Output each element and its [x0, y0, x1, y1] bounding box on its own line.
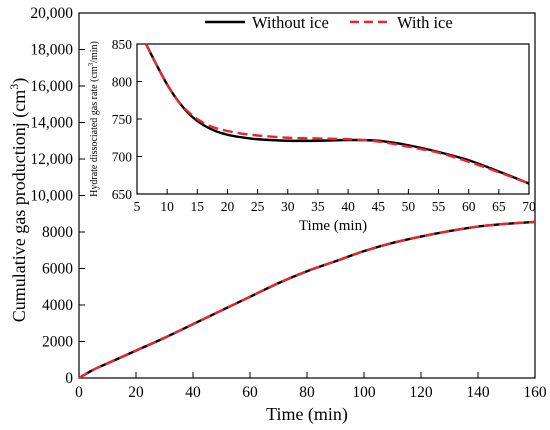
inset-x-axis-label: Time (min) — [299, 218, 367, 234]
inset-y-tick-label: 700 — [112, 150, 133, 165]
inset-x-tick-label: 65 — [492, 199, 506, 214]
main-series-with-ice — [78, 220, 536, 380]
main-y-axis-label-sup: 3 — [7, 84, 21, 90]
main-y-axis-label-close: ) — [9, 78, 30, 84]
inset-y-axis-label-sup: 3 — [87, 62, 95, 66]
main-x-tick-label: 160 — [523, 384, 547, 401]
main-x-tick-label: 100 — [352, 384, 376, 401]
legend-label-with-ice: With ice — [397, 13, 453, 32]
inset-series — [144, 43, 530, 185]
inset-x-tick-label: 35 — [311, 199, 325, 214]
main-x-tick-label: 0 — [75, 384, 83, 401]
main-x-tick-label: 40 — [185, 384, 201, 401]
main-y-tick-label: 6000 — [42, 261, 73, 278]
main-y-tick-label: 8000 — [42, 224, 73, 241]
main-ticks: 0 20 40 60 80 100 120 140 160 0 2000 4000 6000 8000 10… — [30, 5, 547, 401]
inset-x-tick-label: 70 — [522, 199, 536, 214]
main-x-tick-label: 120 — [409, 384, 433, 401]
main-y-tick-label: 2000 — [42, 334, 73, 351]
main-x-tick-label: 60 — [242, 384, 258, 401]
main-y-tick-label: 4000 — [42, 297, 73, 314]
inset-y-tick-label: 650 — [112, 187, 133, 202]
main-y-tick-label: 0 — [65, 370, 73, 387]
legend-label-without-ice: Without ice — [252, 13, 329, 32]
inset-x-tick-label: 15 — [191, 199, 205, 214]
inset-x-tick-label: 45 — [371, 199, 385, 214]
inset-x-tick-label: 5 — [134, 199, 141, 214]
main-y-axis-label-text: Cumulative gas productionj (cm — [9, 90, 30, 322]
legend: Without ice With ice — [205, 13, 453, 32]
main-x-tick-label: 80 — [299, 384, 315, 401]
inset-y-axis-label-text: Hydrate dissociated gas rate (cm — [89, 66, 100, 197]
inset-plot-frame — [136, 43, 530, 195]
main-x-axis-label: Time (min) — [266, 404, 348, 425]
inset-x-tick-label: 50 — [402, 199, 416, 214]
inset-x-tick-label: 30 — [281, 199, 295, 214]
main-x-tick-label: 20 — [128, 384, 144, 401]
main-y-tick-label: 12,000 — [30, 151, 73, 168]
inset-y-axis-label-close: /min) — [89, 41, 100, 63]
main-series — [78, 220, 536, 380]
inset-y-axis-label: Hydrate dissociated gas rate (cm3/min) — [87, 41, 100, 197]
inset-y-tick-label: 800 — [112, 75, 133, 90]
inset-x-tick-label: 10 — [160, 199, 174, 214]
inset-y-tick-label: 750 — [112, 112, 133, 127]
inset-x-tick-label: 20 — [221, 199, 235, 214]
main-y-tick-label: 16,000 — [30, 78, 73, 95]
inset-y-tick-label: 850 — [112, 37, 133, 52]
main-y-tick-label: 14,000 — [30, 115, 73, 132]
inset-series-with-ice — [144, 43, 530, 185]
inset-x-tick-label: 40 — [341, 199, 355, 214]
main-x-tick-label: 140 — [466, 384, 490, 401]
inset-ticks: 5 10 15 20 25 30 35 40 45 50 55 60 65 70 650 700 750 800 8… — [112, 37, 536, 214]
main-y-tick-label: 10,000 — [30, 188, 73, 205]
inset-x-tick-label: 25 — [251, 199, 265, 214]
inset-x-tick-label: 55 — [432, 199, 446, 214]
main-y-axis-label: Cumulative gas productionj (cm3) — [7, 78, 30, 322]
main-y-tick-label: 20,000 — [30, 5, 73, 22]
main-y-tick-label: 18,000 — [30, 42, 73, 59]
inset-x-tick-label: 60 — [462, 199, 476, 214]
